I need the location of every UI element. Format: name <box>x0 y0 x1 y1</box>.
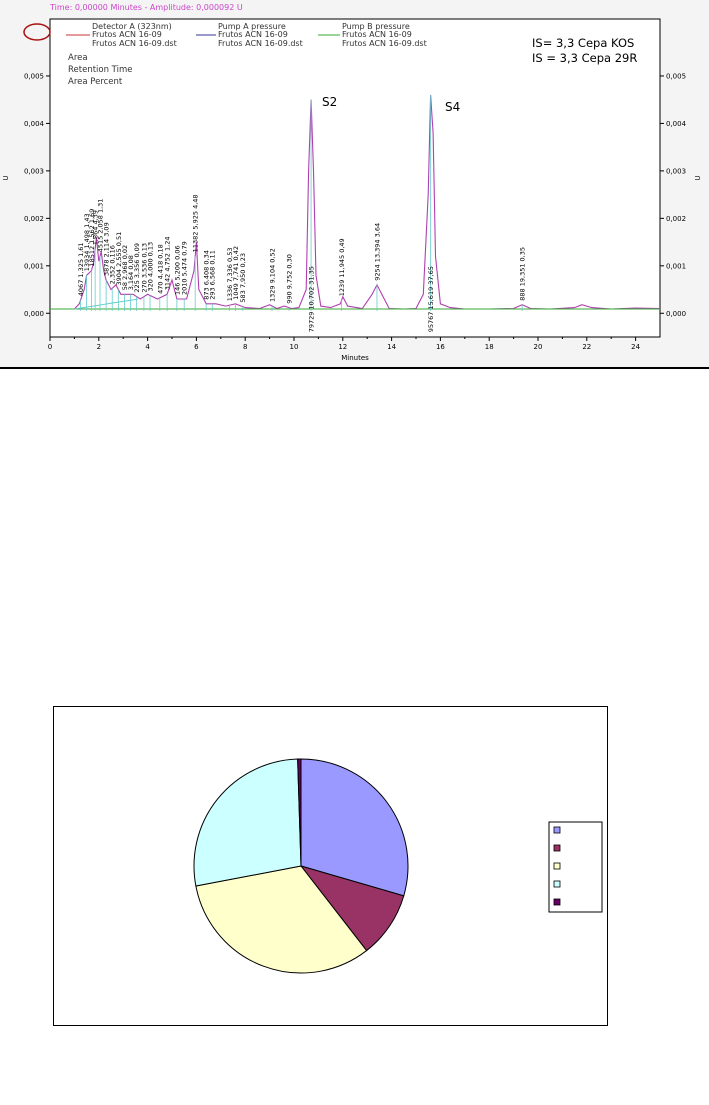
peak-label-box-s4 <box>440 92 476 136</box>
pie-legend-swatch-4 <box>553 880 561 888</box>
peak-annotation: 18512 1,562 1,69 <box>88 209 96 267</box>
peak-label-box-s2 <box>318 88 354 132</box>
peak-annotation: 2010 5,474 0,79 <box>181 241 189 295</box>
y-tick-label-left: 0,000 <box>24 310 44 318</box>
pie-chart-panel <box>53 706 608 1026</box>
y-tick-label-right: 0,000 <box>666 310 686 318</box>
pie-slice-1 <box>300 758 409 897</box>
y-tick-label-right: 0,001 <box>666 262 686 270</box>
x-tick-label: 8 <box>243 343 247 351</box>
legend-item-2-file1: Frutos ACN 16-09 <box>218 30 288 39</box>
x-tick-label: 14 <box>387 343 396 351</box>
peak-annotation: 225 3,356 0,09 <box>133 243 141 293</box>
x-tick-label: 4 <box>145 343 150 351</box>
peak-annotation: 3904 2,555 0,51 <box>115 232 123 286</box>
chromatogram-axes: 0 2 4 6 8 10 12 14 16 18 20 22 240,000 0,0000,001 0,00… <box>24 72 687 351</box>
peak-annotation: 79729 10,702 31,35 <box>308 266 316 332</box>
peak-annotation: 293 6,568 0,11 <box>209 250 217 300</box>
y-tick-label-left: 0,003 <box>24 167 44 175</box>
x-tick-label: 6 <box>194 343 199 351</box>
legend-item-2-name: Pump A pressure <box>218 22 286 31</box>
annotation-line-1: IS= 3,3 Cepa KOS <box>532 36 634 50</box>
peak-label-s4: S4 <box>445 100 460 114</box>
y-tick-label-left: 0,001 <box>24 262 44 270</box>
legend-mode-retention-time: Retention Time <box>68 65 133 75</box>
pie-legend-swatch-5 <box>553 898 561 906</box>
peak-annotation: 270 3,536 0,13 <box>140 243 148 293</box>
chromatogram-panel: Time: 0,00000 Minutes - Amplitude: 0,000… <box>0 0 709 369</box>
x-tick-label: 22 <box>582 343 591 351</box>
y-tick-label-left: 0,004 <box>24 120 45 128</box>
annotation-box <box>530 33 656 99</box>
peak-annotation: 1329 9,104 0,52 <box>269 248 277 302</box>
pie-legend-swatch-1 <box>553 826 561 834</box>
peak-annotation: 1239 11,945 0,49 <box>338 238 346 296</box>
circled-marker <box>23 23 51 41</box>
pie-slices <box>193 758 409 974</box>
x-tick-label: 20 <box>534 343 543 351</box>
peak-annotation: 3142 4,752 1,24 <box>164 237 172 291</box>
y-tick-label-right: 0,005 <box>666 72 686 80</box>
legend-item-1-file1: Frutos ACN 16-09 <box>92 30 162 39</box>
legend-item-2-file2: Frutos ACN 16-09.dst <box>218 39 303 48</box>
x-tick-label: 2 <box>97 343 101 351</box>
pie-slice-4 <box>193 758 302 887</box>
x-tick-label: 12 <box>338 343 347 351</box>
peak-annotation: 3,164 0,08 <box>127 255 135 290</box>
peak-annotation: 1049 7,741 0,42 <box>232 246 240 300</box>
y-axis-label-right: U <box>694 175 702 180</box>
peak-annotation: 873 6,408 0,34 <box>203 250 211 300</box>
y-tick-label-right: 0,004 <box>666 120 687 128</box>
y-axis-label-left: U <box>2 175 10 180</box>
y-tick-label-right: 0,003 <box>666 167 686 175</box>
status-line: Time: 0,00000 Minutes - Amplitude: 0,000… <box>49 3 243 12</box>
peak-label-s2: S2 <box>322 95 337 109</box>
legend-item-1-name: Detector A (323nm) <box>92 22 172 31</box>
legend-item-3-name: Pump B pressure <box>342 22 410 31</box>
peak-annotation: 320 4,000 0,13 <box>147 242 155 292</box>
pie-slice-3 <box>195 865 368 974</box>
peak-annotation: 4515 2,058 1,31 <box>97 199 105 253</box>
y-tick-label-right: 0,002 <box>666 215 686 223</box>
peak-annotation: 1336 7,336 0,53 <box>226 247 234 301</box>
chromatogram-chart: Time: 0,00000 Minutes - Amplitude: 0,000… <box>2 3 702 362</box>
peak-annotation: 95767 15,619 37,65 <box>427 266 435 332</box>
peak-annotation: 11382 5,925 4,48 <box>192 194 200 252</box>
peak-annotation: 990 9,752 0,30 <box>286 254 294 304</box>
annotation-line-2: IS = 3,3 Cepa 29R <box>532 51 637 65</box>
x-tick-label: 10 <box>290 343 299 351</box>
trace-detector-a <box>50 94 661 310</box>
peak-annotation: 888 19,351 0,35 <box>519 247 527 301</box>
peak-annotation: 470 4,418 0,18 <box>156 244 164 294</box>
peak-annotation: 58 2,968 0,02 <box>121 245 129 290</box>
y-tick-label-left: 0,005 <box>24 72 44 80</box>
y-tick-label-left: 0,002 <box>24 215 44 223</box>
legend-mode-area: Area <box>68 53 88 63</box>
x-tick-label: 18 <box>485 343 494 351</box>
peak-annotation: 3878 2,114 3,09 <box>103 222 111 276</box>
peak-annotation: 2,352 0,116 <box>109 245 117 284</box>
x-axis-label: Minutes <box>341 354 369 362</box>
pie-legend-swatch-3 <box>553 862 561 870</box>
legend-item-3-file1: Frutos ACN 16-09 <box>342 30 412 39</box>
peak-annotation: 13934 1,498 1,43 <box>83 213 91 271</box>
legend: Detector A (323nm) Frutos ACN 16-09 Frut… <box>66 22 427 87</box>
peak-annotation: 9254 13,394 3,64 <box>373 223 381 281</box>
x-tick-label: 16 <box>436 343 445 351</box>
legend-mode-area-percent: Area Percent <box>68 77 123 87</box>
pie-slice-5 <box>297 758 302 867</box>
peak-annotation: 4067 1,325 1,61 <box>77 242 85 296</box>
x-tick-label: 0 <box>48 343 52 351</box>
pie-legend-items <box>553 826 561 906</box>
pie-chart <box>193 758 603 974</box>
legend-item-3-file2: Frutos ACN 16-09.dst <box>342 39 427 48</box>
peak-annotation: 1,864 4,39 <box>92 210 100 245</box>
peak-annotation: 146 5,200 0,06 <box>173 245 181 295</box>
x-tick-label: 24 <box>631 343 640 351</box>
legend-item-1-file2: Frutos ACN 16-09.dst <box>92 39 177 48</box>
pie-legend-swatch-2 <box>553 844 561 852</box>
peak-annotation: 583 7,950 0,23 <box>239 253 247 303</box>
